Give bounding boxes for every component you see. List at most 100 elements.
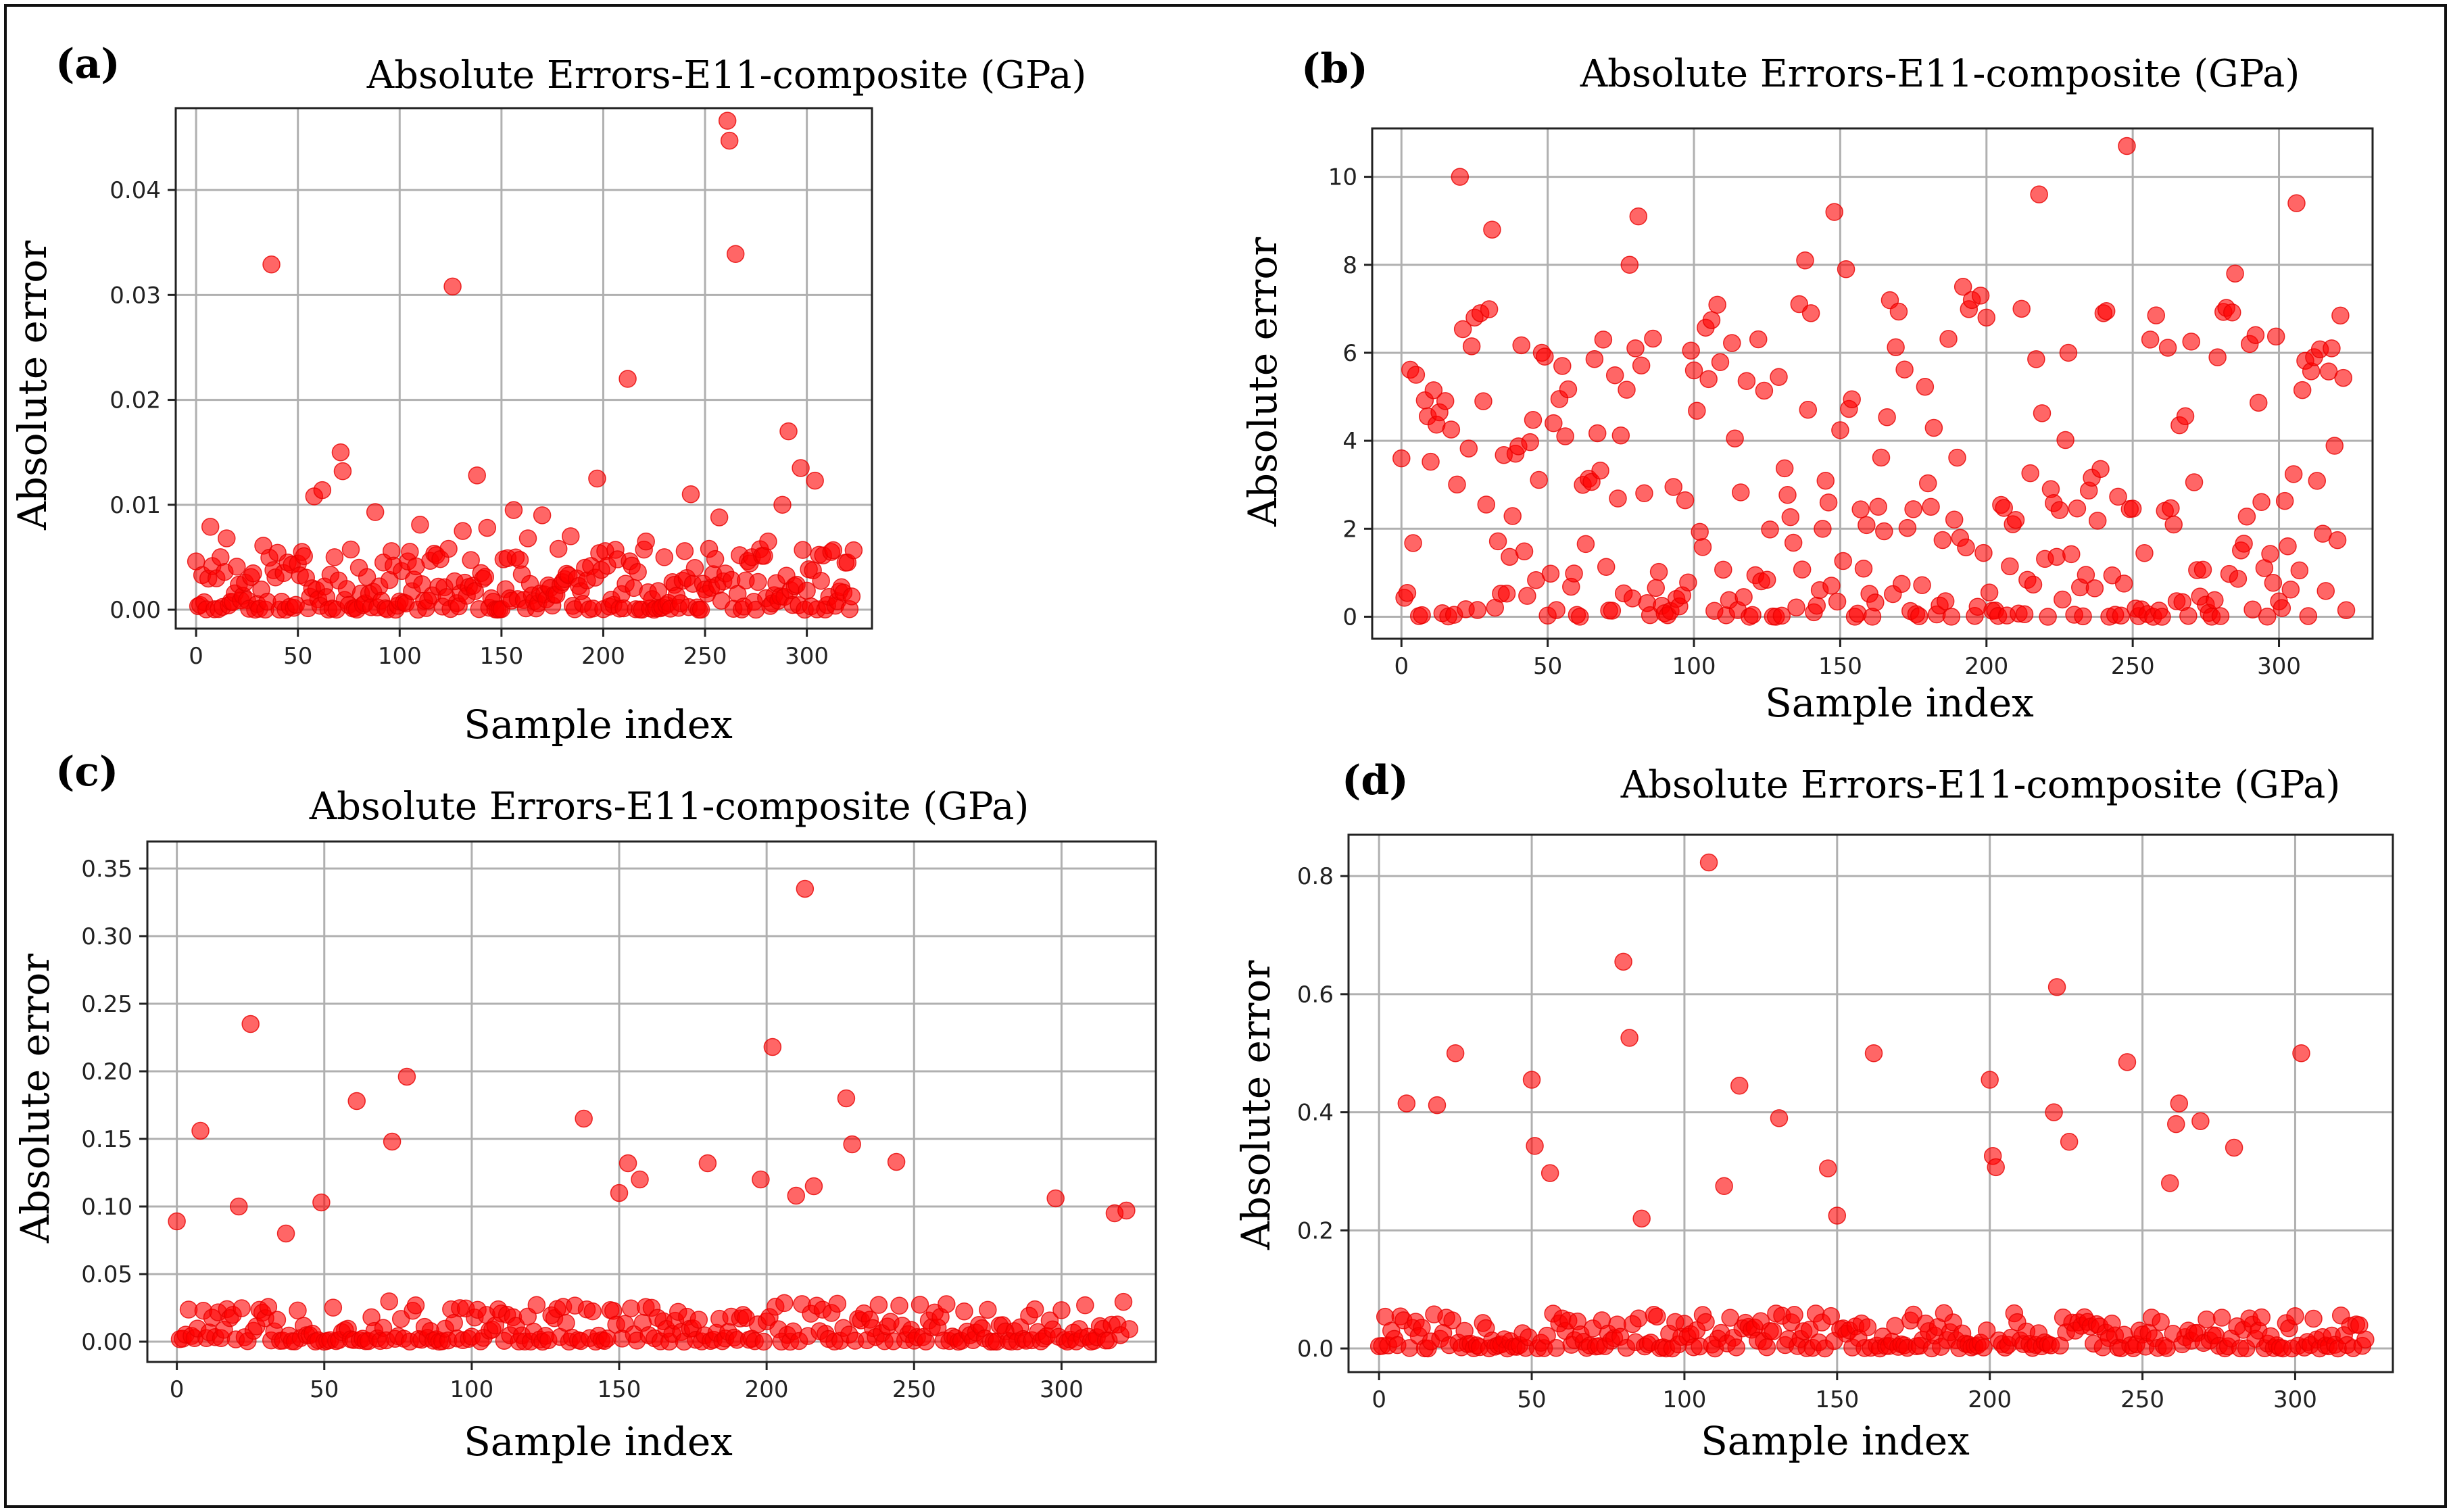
panel-b-point [2237,507,2256,526]
panel-b-point [1477,495,1496,514]
panel-c-point [527,1296,546,1314]
panel-c-xlabel: Sample index [464,1419,733,1465]
panel-b-point [1913,576,1931,594]
panel-c-point [1117,1201,1136,1220]
panel-b-point [2211,607,2230,625]
panel-d-point [1730,1077,1749,1095]
panel-b-xlabel: Sample index [1765,680,2034,726]
panel-b-point [1784,533,1803,552]
panel-b-point [1647,579,1666,598]
panel-c-point [689,1311,708,1329]
panel-c-point [804,1177,823,1196]
panel-b-point [1796,251,1814,270]
panel-b-point [1453,320,1472,339]
panel-b-point [1553,357,1572,375]
panel-d-point [1629,1309,1648,1327]
panel-d-xtick-label: 0 [1372,1386,1386,1413]
panel-b-point [1591,461,1609,480]
panel-b-point [2123,499,2142,518]
panel-b-point [2158,339,2177,357]
panel-b-point [1693,538,1712,556]
panel-d-point [2167,1115,2185,1133]
panel-b-point [1515,542,1534,561]
panel-c-ytick-label: 0.30 [81,923,132,950]
panel-b-point [1737,372,1756,390]
panel-b-point [2114,575,2133,593]
panel-d-point [2356,1330,2375,1348]
panel-d-point [1715,1177,1733,1196]
panel-b-point [1714,560,1732,579]
panel-b-point [2323,339,2341,358]
panel-b-point [1497,584,1516,603]
panel-a-point [726,245,745,264]
panel-d-point [1727,1338,1745,1357]
panel-c: (c) Absolute Errors-E11-composite (GPa) … [12,748,1157,1465]
panel-b-point [1585,349,1604,368]
panel-a-point [806,471,824,490]
panel-b-point [1588,424,1607,443]
panel-a-point [718,112,737,130]
panel-b-point [2316,582,2335,600]
panel-b-point [1512,336,1530,355]
panel-b-point [1933,531,1952,550]
panel-c-point [911,1296,929,1314]
panel-c-xtick-label: 150 [598,1376,641,1403]
panel-b-point [1898,518,1917,537]
panel-b-point [1734,588,1753,606]
panel-b-point [1530,470,1548,489]
panel-b-point [1916,377,1935,396]
panel-a-point [262,255,281,274]
panel-b-point [1474,392,1493,410]
panel-b-point [2059,343,2078,362]
panel-a-ytick-label: 0.04 [110,177,161,204]
panel-d-points [1369,853,2375,1358]
panel-b-point [2293,381,2312,399]
panel-b-point [2047,547,2066,566]
panel-d-ytick-label: 0.6 [1297,981,1334,1008]
panel-a-point [629,562,647,581]
panel-b-point [1676,491,1695,510]
panel-b-point [1772,606,1791,625]
panel-b-point [1518,587,1536,605]
panel-b-point [1436,392,1455,410]
panel-a-point [518,529,537,547]
panel-d-point [1977,1321,1996,1340]
panel-c-point [583,1302,602,1321]
panel-b-point [1632,356,1651,374]
panel-c-xtick-label: 0 [170,1376,185,1403]
figure-border [4,4,2447,1508]
panel-c-ytick-label: 0.05 [81,1261,132,1288]
panel-b-point [1980,583,1999,602]
panel-b-point [1684,361,1703,380]
panel-a-point [824,541,843,560]
panel-b-point [2337,601,2356,620]
panel-d-point [1770,1109,1789,1127]
panel-d-point [1540,1164,1559,1182]
panel-a-xtick-label: 300 [785,643,829,670]
panel-b-point [2162,499,2180,518]
panel-b-point [1594,331,1613,349]
panel-a-point [706,550,725,568]
panel-d-point [2198,1310,2216,1329]
panel-c-point [837,1089,856,1108]
panel-c-point [752,1170,770,1189]
panel-a-point [749,572,767,591]
panel-b-point [2088,512,2107,530]
panel-a-point [792,459,810,477]
panel-a-point [710,508,729,527]
panel-c-point [191,1121,210,1140]
panel-b-point [1834,552,1852,570]
panel-b-point [1597,558,1616,576]
panel-b-point [1565,564,1583,583]
panel-b-point [1743,606,1762,625]
panel-c-ytick-label: 0.20 [81,1058,132,1086]
panel-d-point [2252,1308,2271,1327]
panel-b-point [2012,299,2031,318]
panel-b-point [2266,327,2285,346]
panel-a-point [675,542,694,560]
panel-a-point [504,501,523,519]
panel-a-point [842,587,861,606]
panel-b-frame [1371,127,2374,640]
panel-b-point [2006,510,2025,529]
panel-d-point [2304,1309,2323,1328]
